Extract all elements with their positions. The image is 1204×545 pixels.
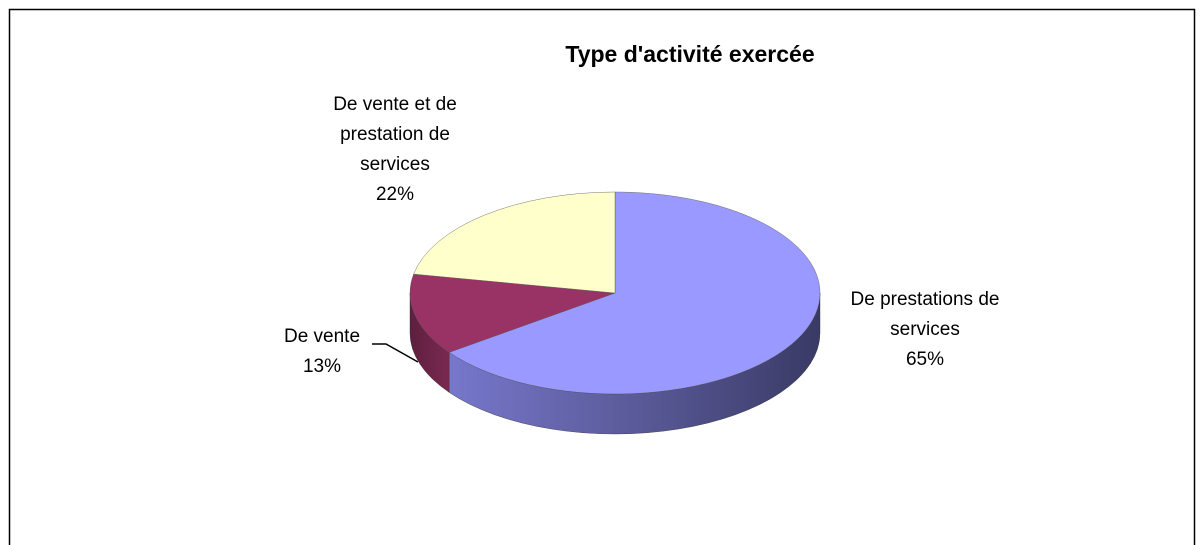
leader-line <box>372 343 419 363</box>
slice-label: De vente et de prestation de services <box>333 94 457 175</box>
slice-value-label: 65% <box>905 349 945 370</box>
slice-value-label: 13% <box>302 356 342 377</box>
slice-value-label: 22% <box>375 184 415 205</box>
slice-label: De prestations de services <box>850 289 1000 340</box>
slice-label: De vente <box>283 326 361 347</box>
chart-frame <box>8 8 1196 545</box>
slice <box>448 191 821 395</box>
pie <box>409 191 821 435</box>
chart-title: Type d'activité exercée <box>565 41 814 67</box>
slice <box>409 273 616 353</box>
slice <box>413 191 616 294</box>
